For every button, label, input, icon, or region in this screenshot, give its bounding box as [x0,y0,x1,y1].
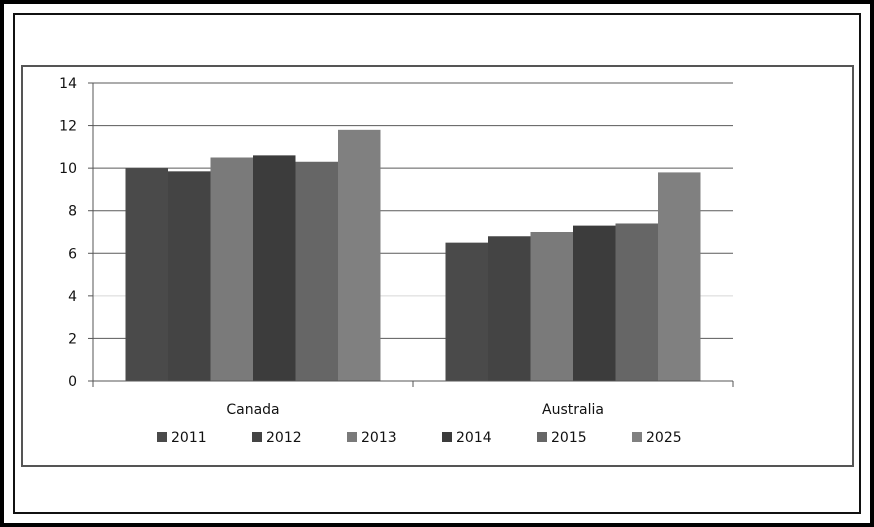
y-tick-label: 4 [68,289,77,305]
legend: 2011 2012 2013 2014 2015 2025 [157,430,682,446]
bar-2013-canada [210,157,253,381]
y-tick-label: 6 [68,246,77,262]
x-category-label: Australia [542,402,604,418]
legend-label: 2025 [646,430,682,446]
legend-swatch [347,432,357,442]
bar-2012-canada [168,171,211,381]
y-tick-label: 8 [68,204,77,220]
legend-label: 2013 [361,430,397,446]
labels: 0 2 4 6 8 10 12 14 Canada Australia [59,76,604,418]
bar-2013-australia [530,232,573,381]
legend-swatch [632,432,642,442]
legend-label: 2015 [551,430,587,446]
inner-frame [13,13,861,514]
bar-2025-canada [338,129,381,381]
x-category-label: Canada [226,402,279,418]
legend-swatch [252,432,262,442]
legend-label: 2011 [171,430,207,446]
bar-2012-australia [488,236,531,381]
bar-2014-canada [253,155,296,381]
bar-2011-canada [125,168,168,381]
legend-label: 2012 [266,430,302,446]
bar-2015-australia [615,223,658,381]
bar-2014-australia [573,225,616,381]
bar-2015-canada [295,161,338,381]
y-tick-label: 0 [68,374,77,390]
legend-swatch [537,432,547,442]
bar-2025-australia [658,172,701,381]
bar-2011-australia [445,242,488,381]
y-tick-label: 10 [59,161,77,177]
y-tick-label: 14 [59,76,77,92]
legend-swatch [442,432,452,442]
y-tick-label: 2 [68,331,77,347]
axes [88,82,734,387]
bars [125,129,701,381]
y-tick-label: 12 [59,119,77,135]
legend-swatch [157,432,167,442]
legend-label: 2014 [456,430,492,446]
